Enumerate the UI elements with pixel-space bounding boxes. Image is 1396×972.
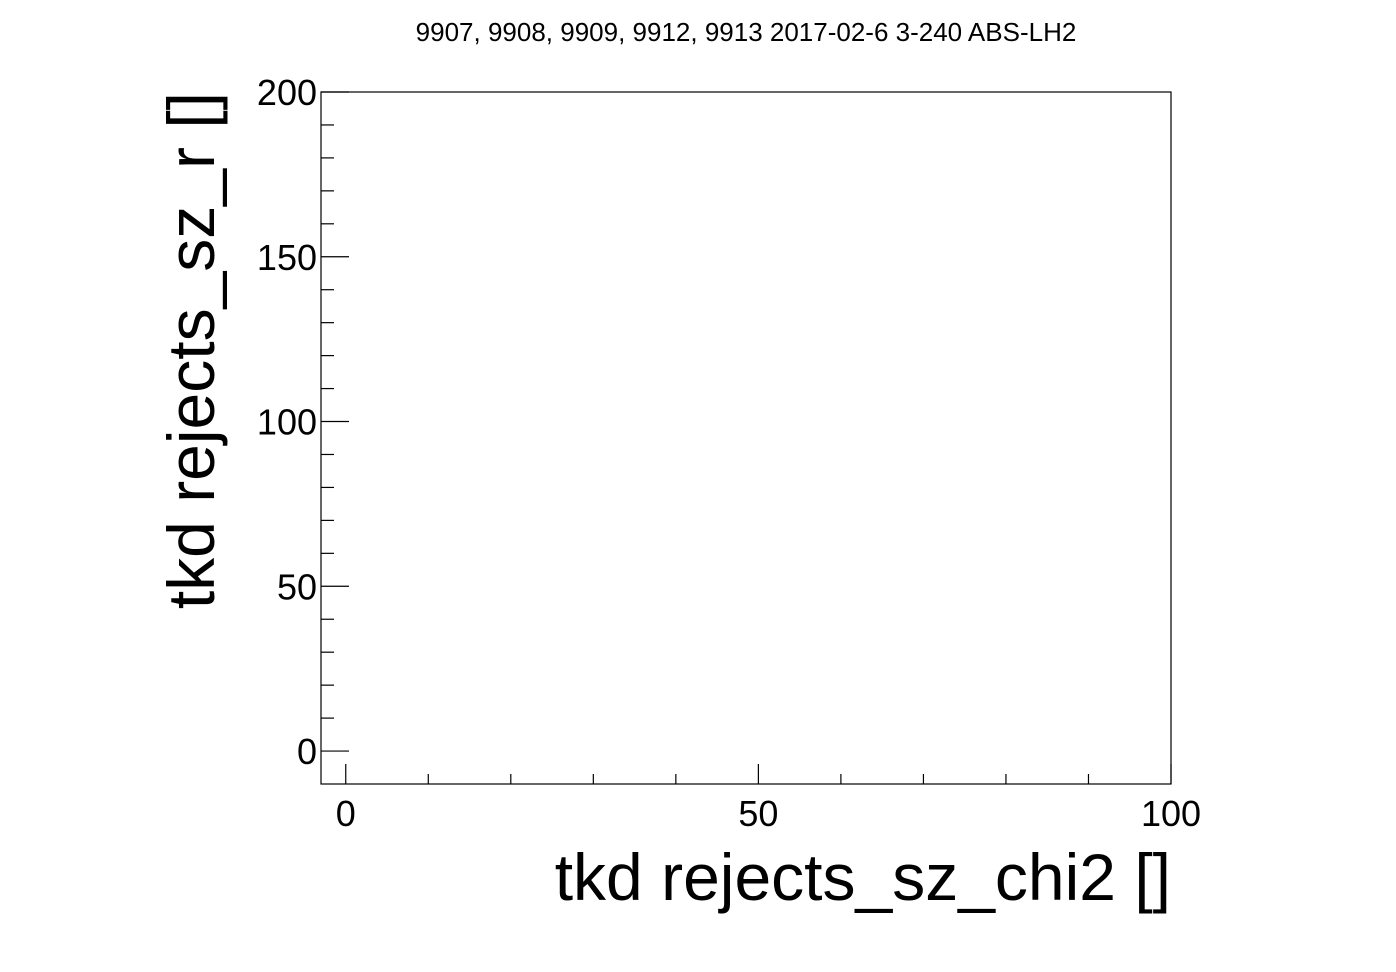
y-axis-title: tkd rejects_sz_r []: [154, 92, 228, 609]
y-axis: 0 50 100 150 200: [257, 72, 349, 772]
y-tick-label: 100: [257, 402, 317, 443]
x-axis: 0 50 100: [336, 764, 1201, 834]
x-tick-label: 100: [1141, 793, 1201, 834]
y-tick-label: 50: [277, 566, 317, 607]
y-tick-label: 150: [257, 237, 317, 278]
y-tick-label: 0: [297, 731, 317, 772]
plot-frame: [320, 91, 1172, 785]
x-tick-label: 0: [336, 793, 356, 834]
x-tick-label: 50: [738, 793, 778, 834]
y-tick-label: 200: [257, 72, 317, 113]
chart-title: 9907, 9908, 9909, 9912, 9913 2017-02-6 3…: [416, 17, 1077, 47]
x-axis-title: tkd rejects_sz_chi2 []: [555, 840, 1171, 914]
